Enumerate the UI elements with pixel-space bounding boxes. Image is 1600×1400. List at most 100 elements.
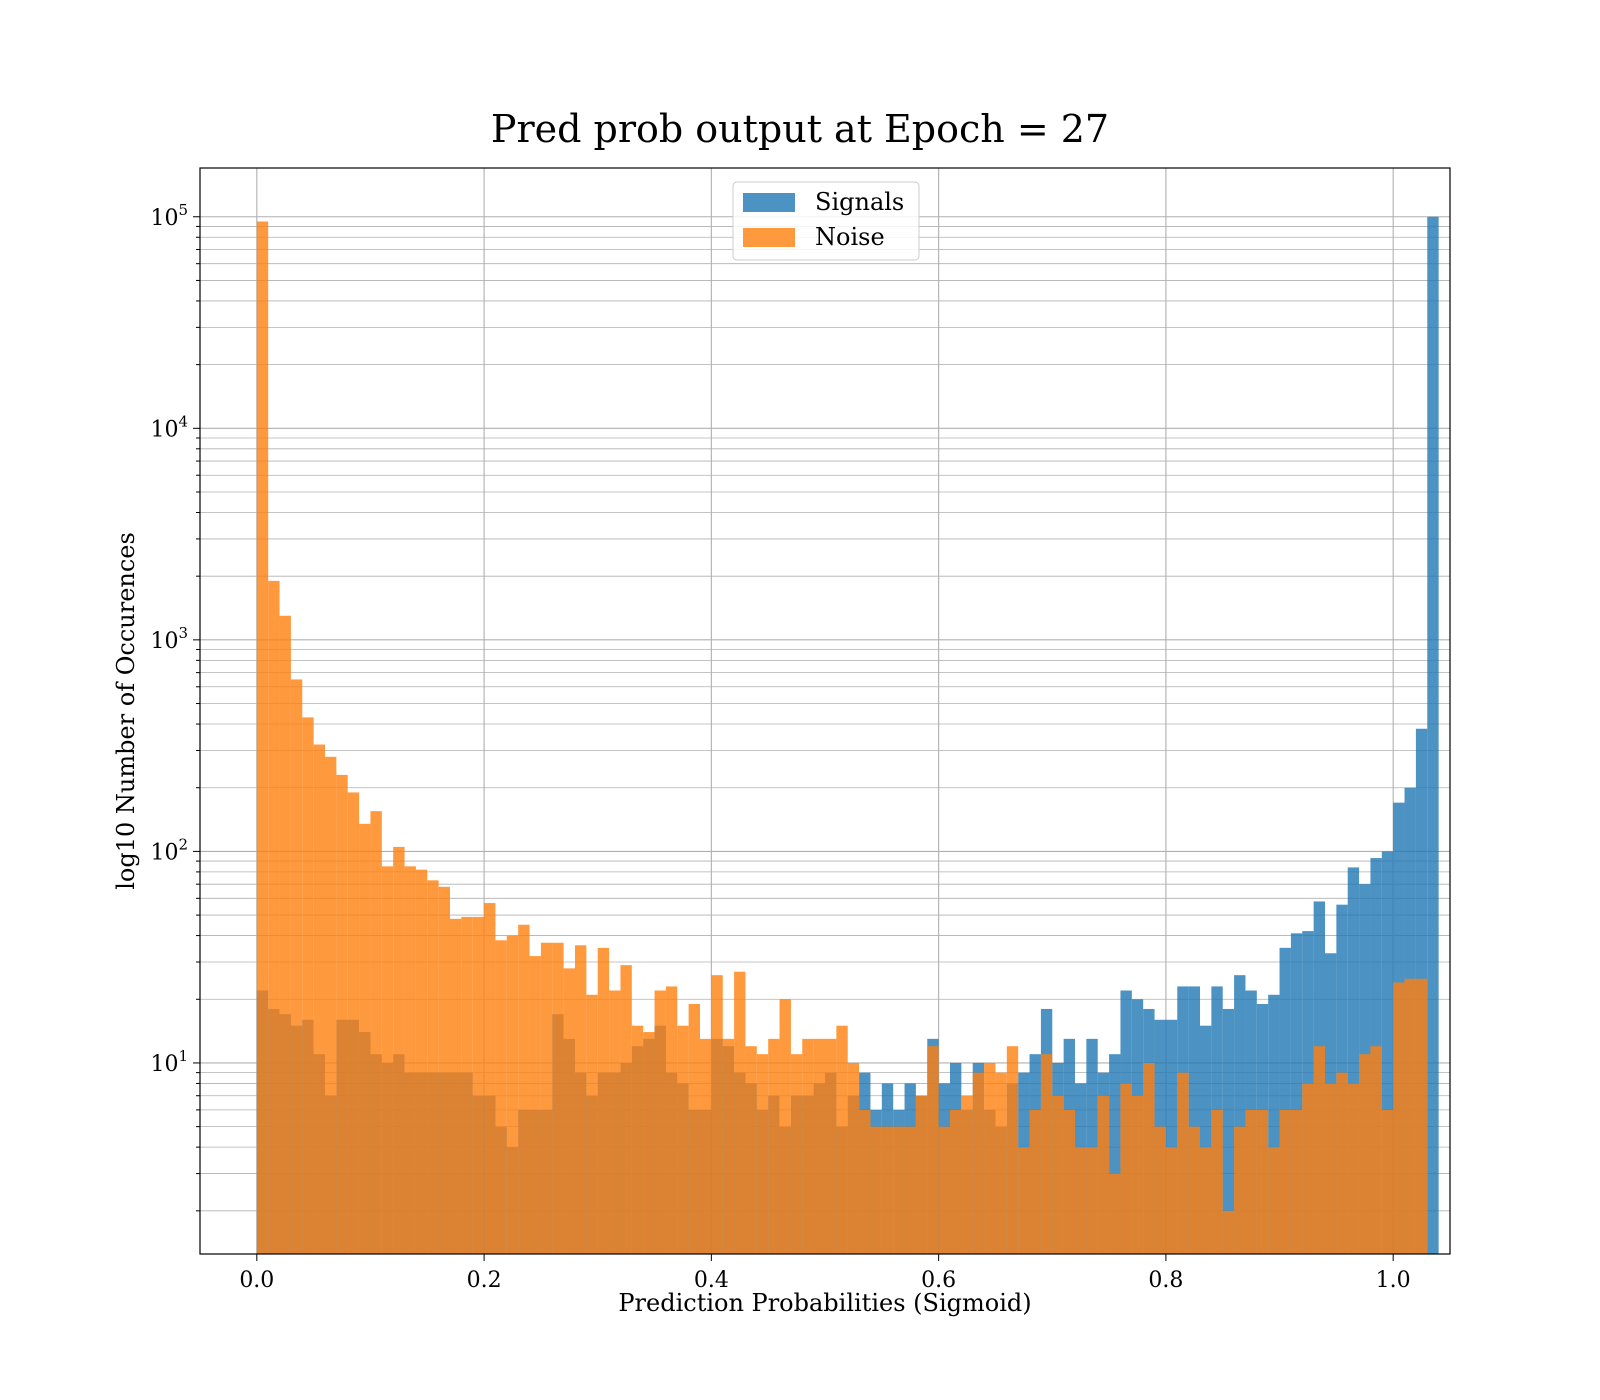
histogram-bar [1347, 1083, 1360, 1254]
histogram-bar [450, 918, 462, 1254]
histogram-bar [393, 846, 405, 1254]
x-tick-label: 1.0 [1376, 1268, 1411, 1293]
histogram-bar [575, 945, 587, 1254]
y-tick-label: 103 [150, 624, 188, 654]
histogram-bar [1302, 1083, 1314, 1254]
histogram-bar [552, 942, 564, 1254]
histogram-bar [347, 792, 360, 1254]
histogram-bar [313, 744, 325, 1254]
histogram-bars [256, 216, 1439, 1255]
histogram-bar [984, 1062, 996, 1254]
histogram-bar [1200, 1147, 1212, 1254]
histogram-bar [540, 942, 553, 1254]
histogram-bar [745, 1046, 757, 1254]
histogram-bar [461, 916, 473, 1254]
histogram-bar [1245, 1109, 1257, 1254]
x-tick-label: 0.6 [921, 1268, 956, 1293]
histogram-bar [1097, 1095, 1110, 1254]
histogram-bar [529, 956, 541, 1254]
histogram-bar [1279, 947, 1291, 1254]
histogram-bar [325, 756, 337, 1254]
histogram-bar [1143, 1062, 1155, 1254]
histogram-bar [438, 886, 450, 1254]
y-axis-ticks: 101 102 103 104 105 [150, 201, 200, 1212]
histogram-bar [654, 990, 666, 1254]
histogram-bar [472, 916, 485, 1254]
histogram-bar [1109, 1054, 1121, 1254]
histogram-bar [1120, 1083, 1132, 1254]
histogram-bar [711, 975, 723, 1254]
histogram-bar [1268, 994, 1280, 1254]
histogram-bar [927, 1046, 939, 1254]
legend-label-noise: Noise [815, 223, 885, 251]
histogram-bar [995, 1072, 1007, 1254]
histogram-bar [1313, 1046, 1325, 1254]
histogram-bar [279, 615, 291, 1254]
histogram-bar [972, 1072, 985, 1254]
histogram-bar [847, 1062, 860, 1254]
legend-label-signals: Signals [815, 188, 904, 216]
histogram-bar [1370, 1046, 1382, 1254]
histogram-bar [1165, 1147, 1178, 1254]
histogram-bar [734, 971, 746, 1254]
histogram-bar [1393, 982, 1405, 1254]
histogram-bar [484, 903, 496, 1254]
histogram-bar [1222, 1210, 1235, 1254]
y-tick-label: 105 [150, 201, 188, 231]
histogram-bar [1200, 1025, 1212, 1254]
histogram-bar [904, 1126, 916, 1254]
histogram-bar [1415, 978, 1428, 1254]
histogram-bar [700, 1038, 712, 1254]
x-tick-label: 0.2 [467, 1268, 502, 1293]
histogram-bar [915, 1095, 928, 1254]
histogram-bar [1336, 1072, 1348, 1254]
histogram-bar [893, 1126, 905, 1254]
histogram-bar [643, 1032, 655, 1254]
x-tick-label: 0.0 [239, 1268, 274, 1293]
histogram-bar [1279, 1109, 1291, 1254]
histogram-bar [790, 1054, 803, 1254]
histogram-bar [1018, 1147, 1030, 1254]
histogram-bar [802, 1038, 814, 1254]
histogram-bar [1188, 986, 1200, 1254]
histogram-bar [1359, 1054, 1371, 1254]
histogram-bar [1154, 1126, 1166, 1254]
histogram-bar [1381, 1109, 1394, 1254]
chart-title: Pred prob output at Epoch = 27 [491, 107, 1109, 151]
histogram-bar [1427, 216, 1439, 1254]
histogram-bar [665, 986, 678, 1254]
legend-swatch-noise [743, 228, 795, 247]
histogram-bar [1006, 1046, 1019, 1254]
histogram-bar [756, 1054, 769, 1254]
histogram-bar [881, 1126, 894, 1254]
histogram-bar [825, 1038, 837, 1254]
histogram-bar [370, 811, 382, 1254]
histogram-bar [1188, 1126, 1200, 1254]
histogram-bar [779, 999, 791, 1254]
histogram-bar [677, 1025, 689, 1254]
x-axis-label: Prediction Probabilities (Sigmoid) [618, 1289, 1031, 1317]
histogram-bar [870, 1126, 882, 1254]
histogram-bar [256, 221, 269, 1255]
legend-swatch-signals [743, 193, 795, 212]
histogram-bar [381, 866, 394, 1254]
histogram-bar [1404, 978, 1416, 1254]
histogram-bar [586, 994, 598, 1254]
histogram-bar [1086, 1147, 1098, 1254]
histogram-bar [836, 1025, 848, 1254]
histogram-bar [336, 774, 348, 1254]
histogram-bar [859, 1109, 871, 1254]
y-axis-label: log10 Number of Occurences [112, 532, 140, 890]
x-tick-label: 0.4 [694, 1268, 729, 1293]
histogram-bar [495, 940, 507, 1254]
histogram-bar [961, 1095, 973, 1254]
histogram-bar [404, 866, 416, 1254]
histogram-bar [506, 935, 519, 1254]
histogram-bar [1040, 1054, 1053, 1254]
y-tick-label: 101 [150, 1047, 188, 1077]
series-noise [256, 221, 1428, 1255]
histogram-bar [1131, 1095, 1144, 1254]
histogram-bar [1347, 867, 1360, 1254]
histogram-bar [302, 717, 314, 1254]
